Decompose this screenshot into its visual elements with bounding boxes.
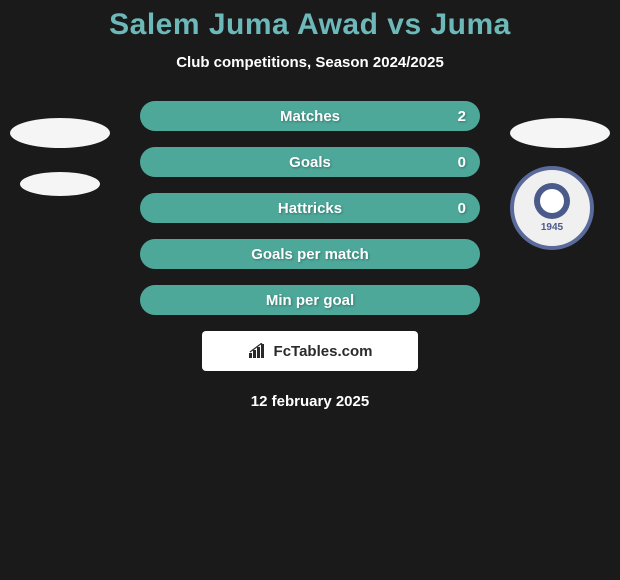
stat-bar-matches: Matches 2 xyxy=(140,101,480,131)
page-subtitle: Club competitions, Season 2024/2025 xyxy=(0,54,620,71)
stat-row: Goals 0 xyxy=(0,147,620,177)
stat-label: Goals per match xyxy=(251,246,369,263)
stat-value: 0 xyxy=(458,154,466,171)
stat-row: Min per goal xyxy=(0,285,620,315)
stat-row: Hattricks 0 xyxy=(0,193,620,223)
stats-list: Matches 2 Goals 0 Hattricks 0 Goals per … xyxy=(0,101,620,315)
snapshot-date: 12 february 2025 xyxy=(0,393,620,410)
stat-value: 0 xyxy=(458,200,466,217)
stat-row: Matches 2 xyxy=(0,101,620,131)
stat-bar-goals-per-match: Goals per match xyxy=(140,239,480,269)
stat-label: Min per goal xyxy=(266,292,354,309)
stat-label: Matches xyxy=(280,108,340,125)
comparison-card: Salem Juma Awad vs Juma Club competition… xyxy=(0,0,620,410)
page-title: Salem Juma Awad vs Juma xyxy=(0,8,620,42)
stat-label: Hattricks xyxy=(278,200,342,217)
stat-value: 2 xyxy=(458,108,466,125)
bar-chart-icon xyxy=(248,343,268,359)
stat-bar-goals: Goals 0 xyxy=(140,147,480,177)
stat-row: Goals per match xyxy=(0,239,620,269)
stat-bar-min-per-goal: Min per goal xyxy=(140,285,480,315)
brand-badge[interactable]: FcTables.com xyxy=(202,331,418,371)
stat-label: Goals xyxy=(289,154,331,171)
stat-bar-hattricks: Hattricks 0 xyxy=(140,193,480,223)
brand-text: FcTables.com xyxy=(274,343,373,360)
